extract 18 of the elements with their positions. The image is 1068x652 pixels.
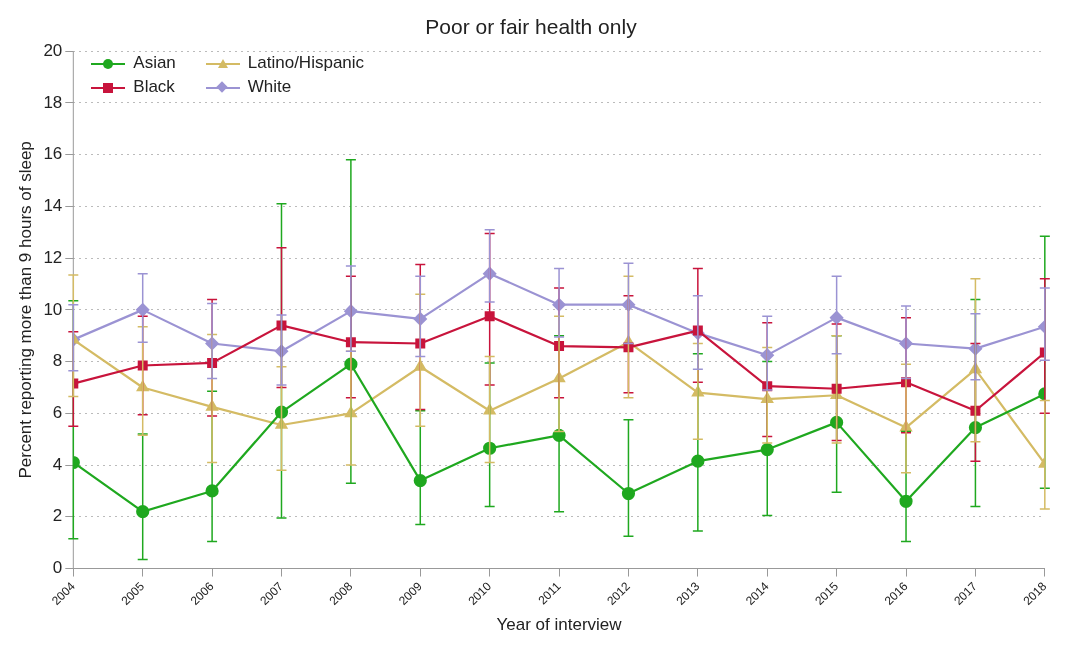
legend-label: Black — [133, 77, 175, 97]
y-tick-label: 20 — [43, 40, 63, 60]
chart-title: Poor or fair health only — [425, 15, 638, 39]
legend-label: White — [247, 77, 292, 97]
y-tick-label: 4 — [52, 454, 63, 474]
y-tick-label: 12 — [43, 247, 63, 267]
y-tick-label: 16 — [43, 144, 63, 164]
y-tick-label: 10 — [43, 299, 63, 319]
x-axis-title: Year of interview — [496, 615, 623, 635]
y-axis-title: Percent reporting more than 9 hours of sleep — [15, 141, 35, 479]
y-tick-label: 0 — [52, 558, 63, 578]
y-tick-label: 2 — [52, 506, 63, 526]
y-tick-label: 18 — [43, 92, 63, 112]
legend-label: Asian — [133, 53, 176, 73]
y-tick-label: 6 — [52, 403, 63, 423]
y-tick-label: 8 — [52, 351, 63, 371]
legend-label: Latino/Hispanic — [247, 53, 365, 73]
y-tick-label: 14 — [43, 196, 63, 216]
